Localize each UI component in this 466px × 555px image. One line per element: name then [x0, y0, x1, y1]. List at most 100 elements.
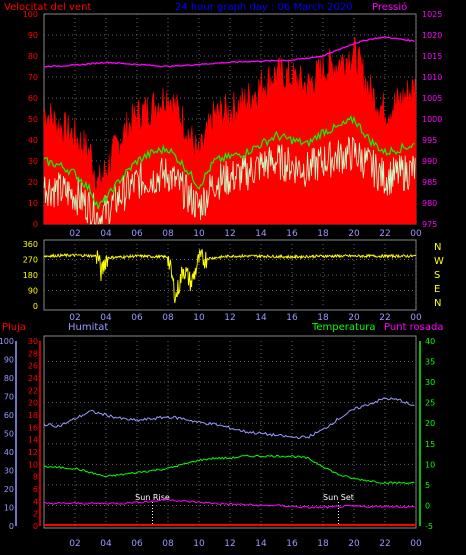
temperature-tick-label: 0: [425, 501, 430, 510]
humidity-tick-label: 30: [4, 467, 14, 476]
x-tick-label: 20: [348, 313, 360, 323]
chart-title: 24 hour graph day : 06 March 2020: [175, 2, 353, 13]
left-tick-label: 90: [28, 31, 38, 40]
temperature-tick-label: 25: [425, 399, 435, 408]
rain-label: Pluja: [2, 322, 26, 333]
left-tick-label: 100: [23, 10, 38, 19]
rain-tick-label: 24: [28, 374, 38, 383]
right-tick-label: 985: [422, 178, 437, 187]
direction-tick-label: 180: [23, 271, 38, 280]
temperature-tick-label: 5: [425, 481, 430, 490]
x-tick-label: 14: [255, 229, 267, 239]
x-tick-label: 22: [379, 313, 390, 323]
humidity-tick-label: 50: [4, 430, 14, 439]
left-tick-label: 70: [28, 73, 38, 82]
x-tick-label: 20: [348, 539, 360, 549]
series-line-humidity: [43, 397, 415, 440]
rain-tick-label: 12: [28, 448, 38, 457]
right-tick-label: 1010: [422, 73, 442, 82]
humidity-tick-label: 80: [4, 374, 14, 383]
x-tick-label: 20: [348, 229, 360, 239]
rain-tick-label: 10: [28, 460, 38, 469]
compass-label: S: [434, 270, 440, 281]
right-tick-label: 990: [422, 157, 437, 166]
temperature-label: Temperatura: [311, 322, 376, 333]
rain-tick-label: 6: [33, 485, 38, 494]
left-tick-label: 20: [28, 178, 38, 187]
x-tick-label: 08: [162, 313, 174, 323]
x-tick-label: 14: [255, 539, 267, 549]
series-line-dewpoint: [43, 498, 415, 509]
x-tick-label: 10: [193, 313, 205, 323]
series-line-wind: [43, 136, 416, 225]
x-tick-label: 06: [131, 313, 143, 323]
series-line-direction: [43, 248, 417, 303]
x-tick-label: 00: [410, 313, 422, 323]
humidity-tick-label: 0: [9, 522, 14, 531]
temperature-tick-label: 40: [425, 337, 435, 346]
sun-marker-label: Sun Set: [323, 493, 354, 502]
right-tick-label: 1015: [422, 52, 442, 61]
direction-tick-label: 90: [28, 287, 38, 296]
left-tick-label: 10: [28, 199, 38, 208]
x-tick-label: 18: [317, 539, 329, 549]
x-tick-label: 22: [379, 539, 390, 549]
x-tick-label: 04: [100, 229, 112, 239]
x-tick-label: 06: [131, 539, 143, 549]
climate-plot-area: [43, 335, 417, 529]
humidity-tick-label: 40: [4, 448, 14, 457]
right-tick-label: 1000: [422, 115, 442, 124]
direction-tick-label: 0: [33, 302, 38, 311]
temperature-tick-label: -5: [425, 522, 433, 531]
x-tick-label: 16: [286, 229, 298, 239]
x-tick-label: 16: [286, 313, 298, 323]
x-tick-label: 00: [410, 539, 422, 549]
right-tick-label: 1005: [422, 94, 442, 103]
humidity-tick-label: 100: [0, 337, 14, 346]
x-tick-label: 02: [69, 539, 80, 549]
series-line-pressure: [43, 35, 415, 68]
rain-tick-label: 2: [33, 510, 38, 519]
x-tick-label: 02: [69, 313, 80, 323]
rain-tick-label: 22: [28, 386, 38, 395]
rain-tick-label: 20: [28, 399, 38, 408]
left-tick-label: 80: [28, 52, 38, 61]
humidity-tick-label: 70: [4, 393, 14, 402]
rain-tick-label: 16: [28, 423, 38, 432]
humidity-tick-label: 60: [4, 411, 14, 420]
x-tick-label: 18: [317, 229, 329, 239]
compass-label: W: [434, 256, 444, 267]
left-tick-label: 50: [28, 115, 38, 124]
temperature-tick-label: 10: [425, 460, 435, 469]
compass-label: N: [434, 242, 441, 253]
left-tick-label: 0: [33, 220, 38, 229]
x-tick-label: 10: [193, 539, 205, 549]
compass-label: E: [434, 284, 440, 295]
humidity-tick-label: 10: [4, 504, 14, 513]
humidity-tick-label: 20: [4, 485, 14, 494]
series-line-gust: [43, 36, 417, 225]
x-tick-label: 06: [131, 229, 143, 239]
x-tick-label: 12: [224, 313, 235, 323]
rain-tick-label: 8: [33, 473, 38, 482]
x-tick-label: 08: [162, 229, 174, 239]
sun-marker-label: Sun Rise: [135, 493, 170, 502]
temperature-tick-label: 15: [425, 440, 435, 449]
rain-tick-label: 18: [28, 411, 38, 420]
series-line-average: [43, 115, 415, 210]
rain-tick-label: 26: [28, 362, 38, 371]
x-tick-label: 10: [193, 229, 205, 239]
temperature-tick-label: 30: [425, 378, 435, 387]
left-tick-label: 40: [28, 136, 38, 145]
temperature-tick-label: 35: [425, 358, 435, 367]
dewpoint-label: Punt rosada: [384, 322, 443, 333]
right-tick-label: 1025: [422, 10, 442, 19]
humidity-label: Humitat: [68, 322, 108, 333]
x-tick-label: 22: [379, 229, 390, 239]
x-tick-label: 04: [100, 313, 112, 323]
rain-tick-label: 0: [33, 522, 38, 531]
x-tick-label: 14: [255, 313, 267, 323]
series-line-temperature: [43, 454, 415, 485]
right-tick-label: 980: [422, 199, 437, 208]
